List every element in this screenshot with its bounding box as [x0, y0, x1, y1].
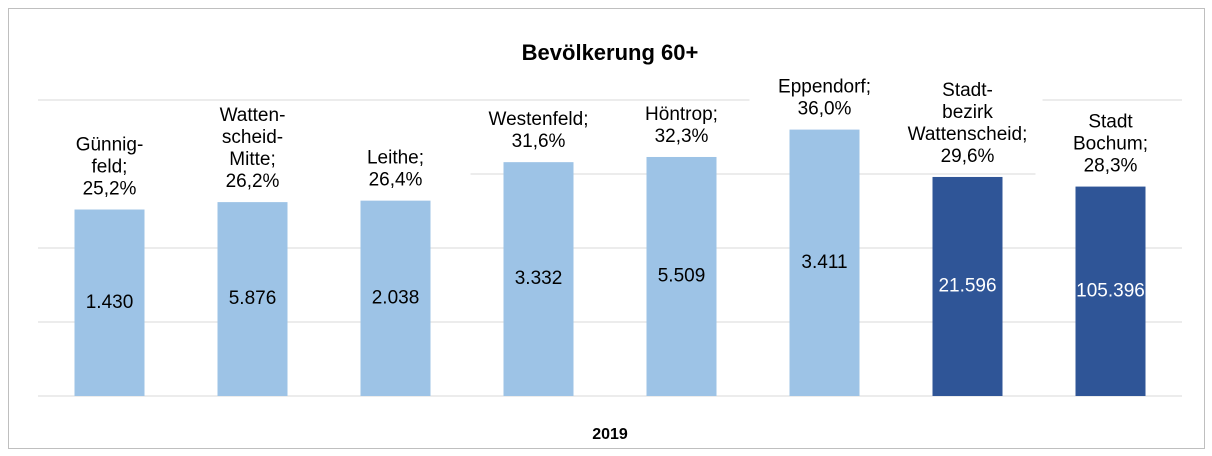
category-text: Wattenscheid: [908, 124, 1022, 145]
separator: ;: [583, 109, 588, 130]
bar: [646, 156, 717, 396]
inner-label: 5.509: [658, 266, 706, 287]
data-label: Leithe;26,4%: [320, 147, 471, 192]
value-label: 29,6%: [941, 146, 995, 167]
category-text: Günnig-: [76, 135, 144, 156]
separator: ;: [270, 149, 275, 170]
chart-border: [8, 8, 1205, 449]
inner-label: 21.596: [938, 275, 996, 296]
category-text: bezirk: [942, 102, 993, 123]
category-text: Eppendorf: [778, 77, 866, 98]
category-label: Stadt: [1088, 112, 1133, 133]
separator: ;: [1022, 124, 1027, 145]
category-label: Eppendorf;: [778, 77, 871, 98]
data-label-bg: [1035, 111, 1186, 178]
separator: ;: [713, 104, 718, 125]
inner-label: 105.396: [1076, 280, 1145, 301]
category-label: Höntrop;: [645, 104, 718, 125]
bar: [789, 129, 860, 396]
category-label: Wattenscheid;: [908, 124, 1028, 145]
separator: ;: [419, 148, 424, 169]
bar: [932, 176, 1003, 396]
data-label-bg: [749, 76, 900, 121]
category-label: Bochum;: [1073, 134, 1148, 155]
bar: [217, 202, 288, 396]
value-label: 36,0%: [798, 99, 852, 120]
category-label: scheid-: [222, 127, 283, 148]
category-label: Mitte;: [229, 149, 275, 170]
category-label: Stadt-: [942, 80, 993, 101]
category-label: Günnig-: [76, 135, 144, 156]
value-label: 31,6%: [512, 131, 566, 152]
data-label: Watten-scheid-Mitte;26,2%: [177, 105, 328, 194]
inner-label: 3.411: [801, 252, 847, 273]
data-label: Eppendorf;36,0%: [749, 76, 900, 121]
value-label: 28,3%: [1084, 156, 1138, 177]
data-label-bg: [320, 147, 471, 192]
separator: ;: [122, 157, 127, 178]
category-text: Leithe: [367, 148, 419, 169]
inner-label: 2.038: [372, 287, 420, 308]
category-text: Stadt-: [942, 80, 993, 101]
bar: [1075, 186, 1146, 396]
value-label: 25,2%: [83, 179, 137, 200]
data-label-bg: [892, 79, 1043, 168]
value-label: 26,4%: [369, 170, 423, 191]
value-label: 26,2%: [226, 171, 280, 192]
data-label-bg: [463, 109, 614, 154]
category-text: Westenfeld: [489, 109, 584, 130]
bar: [503, 162, 574, 396]
data-label: Westenfeld;31,6%: [463, 109, 614, 154]
category-label: feld;: [92, 157, 128, 178]
inner-label: 1.430: [86, 292, 134, 313]
separator: ;: [866, 77, 871, 98]
category-text: Watten-: [220, 105, 286, 126]
bar: [360, 200, 431, 396]
inner-label: 3.332: [515, 268, 563, 289]
category-text: feld: [92, 157, 123, 178]
category-text: Mitte: [229, 149, 270, 170]
category-label: Watten-: [220, 105, 286, 126]
data-label: Höntrop;32,3%: [606, 103, 757, 148]
category-text: Stadt: [1088, 112, 1133, 133]
category-label: bezirk: [942, 102, 993, 123]
x-axis-label: 2019: [592, 426, 628, 443]
data-label: Günnig-feld;25,2%: [34, 134, 185, 201]
category-label: Leithe;: [367, 148, 424, 169]
category-label: Westenfeld;: [489, 109, 589, 130]
value-label: 32,3%: [655, 126, 709, 147]
separator: ;: [1143, 134, 1148, 155]
data-label-bg: [177, 105, 328, 194]
chart-title: Bevölkerung 60+: [522, 40, 699, 65]
category-text: Höntrop: [645, 104, 713, 125]
category-text: scheid-: [222, 127, 283, 148]
data-label-bg: [34, 134, 185, 201]
category-text: Bochum: [1073, 134, 1143, 155]
data-label-bg: [606, 103, 757, 148]
bar: [74, 209, 145, 396]
inner-label: 5.876: [229, 288, 277, 309]
